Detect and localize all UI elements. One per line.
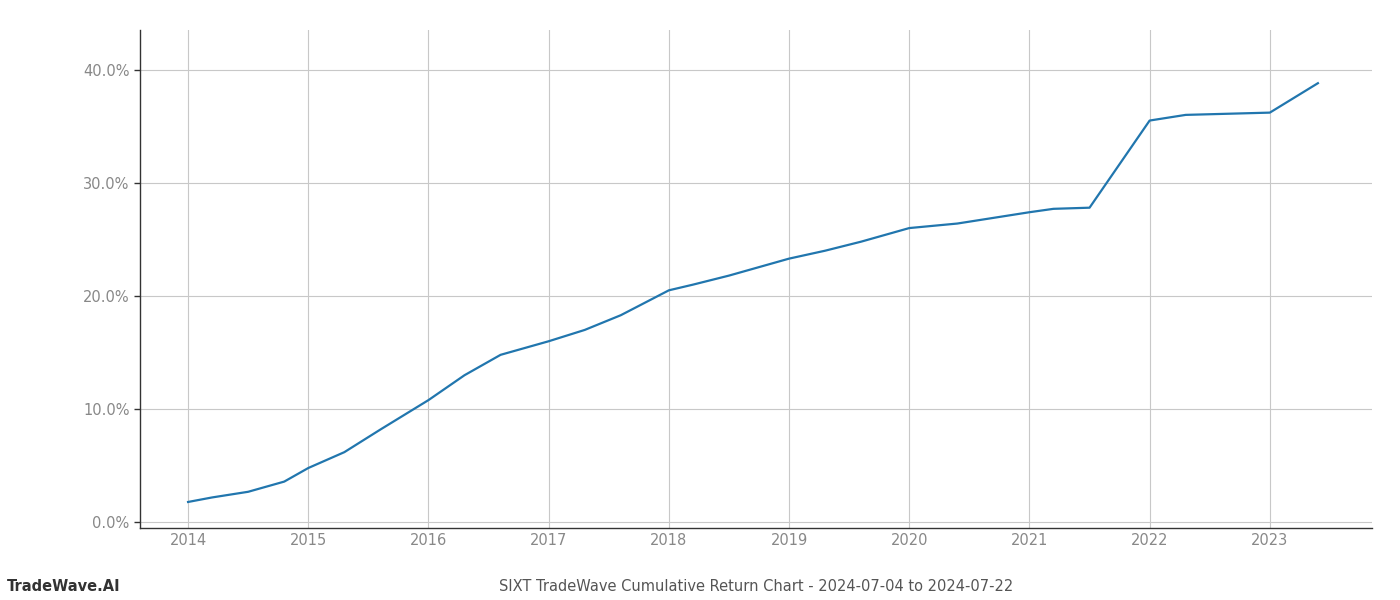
Text: SIXT TradeWave Cumulative Return Chart - 2024-07-04 to 2024-07-22: SIXT TradeWave Cumulative Return Chart -… <box>498 579 1014 594</box>
Text: TradeWave.AI: TradeWave.AI <box>7 579 120 594</box>
